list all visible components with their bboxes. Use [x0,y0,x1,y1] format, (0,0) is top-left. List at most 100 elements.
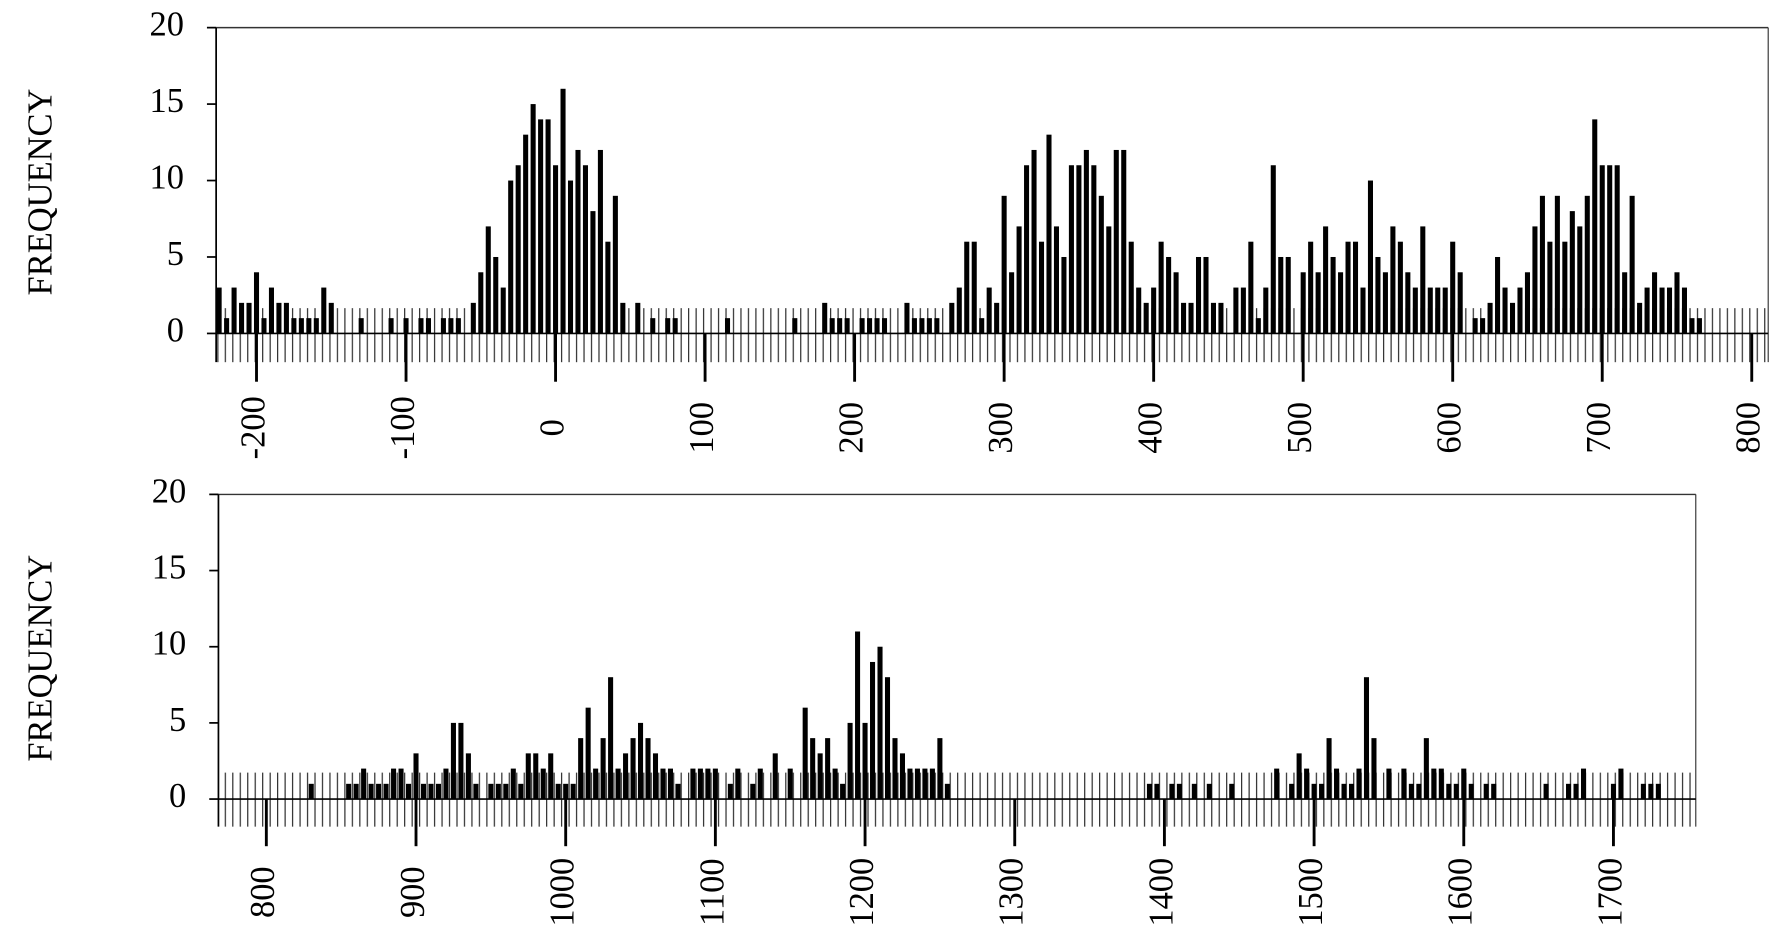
bar [615,768,621,800]
bar [1397,241,1403,334]
bar [1098,195,1104,334]
bar [575,149,581,334]
bar [1532,226,1538,334]
bar [810,738,816,800]
bar [1491,783,1497,800]
bar [911,318,917,334]
bar [361,768,367,800]
bar [660,768,666,800]
bar [1113,149,1119,334]
y-tick-label: 0 [167,311,184,349]
y-axis-label: FREQUENCY [22,88,60,295]
x-tick-label: 1600 [1442,858,1480,927]
bar [1151,287,1157,334]
bar [1547,241,1553,334]
bar [1584,195,1590,334]
bar [638,722,644,800]
bar [971,241,977,334]
bar [1278,256,1284,334]
bar [904,302,910,334]
bar [1128,241,1134,334]
bar [1674,272,1680,334]
bar [1431,768,1437,800]
bar [1024,165,1030,334]
bar [585,707,591,800]
bar [1592,119,1598,334]
bar [306,318,312,334]
x-tick-label: 1500 [1292,858,1330,927]
bar [1438,768,1444,800]
bar [1580,768,1587,800]
bar [1206,783,1212,800]
bar [1446,783,1452,800]
bar [253,272,260,334]
bar [1136,287,1142,334]
bar [802,707,808,800]
bar [582,165,588,334]
bar [353,783,359,800]
bar [1554,195,1560,334]
bar [1495,256,1501,334]
bar [1696,318,1702,334]
bar [705,768,711,800]
y-tick-label: 5 [167,235,184,273]
bar [1308,241,1314,334]
bar [855,631,861,800]
bar [1386,768,1392,800]
bar [493,256,499,334]
bar [530,104,536,334]
bar [1188,302,1194,334]
bar [376,783,382,800]
y-tick-label: 20 [152,472,186,510]
bar [645,738,651,800]
bar [1412,287,1418,334]
bar [224,318,230,334]
bar [1689,318,1695,334]
bar [1315,272,1321,334]
bar [1390,226,1396,334]
bar [665,318,671,334]
bar [308,783,314,800]
bar [964,241,970,334]
bar [1181,302,1187,334]
x-tick-label: 1100 [693,858,731,926]
bar [772,753,778,800]
bar [1146,783,1152,800]
bar [1330,256,1336,334]
x-tick-label: 400 [1132,402,1170,454]
bar [216,287,222,334]
bar [1195,256,1202,334]
bar [1229,783,1235,800]
bar [391,768,397,800]
bar [383,783,389,800]
bar [1053,226,1059,334]
bar [937,738,943,800]
bar [1083,149,1089,334]
bar [328,302,334,334]
bar [1038,241,1045,334]
bar [1652,272,1658,334]
bar [881,318,888,334]
bar [1068,165,1074,334]
bar [495,783,501,800]
x-tick-label: 1300 [993,858,1031,927]
bar [757,768,763,800]
bar [727,783,733,800]
bar [1502,287,1508,334]
bar [675,783,681,800]
bar [1296,753,1302,800]
bar [1375,256,1381,334]
bar [635,302,641,334]
bar [1169,783,1175,800]
bar [283,302,289,334]
bar [1610,783,1616,800]
bar [859,318,865,334]
bar [1255,318,1261,334]
bar [425,318,431,334]
bar [620,302,626,334]
bar [1323,226,1329,334]
bar [1154,783,1160,800]
bar [428,783,434,800]
